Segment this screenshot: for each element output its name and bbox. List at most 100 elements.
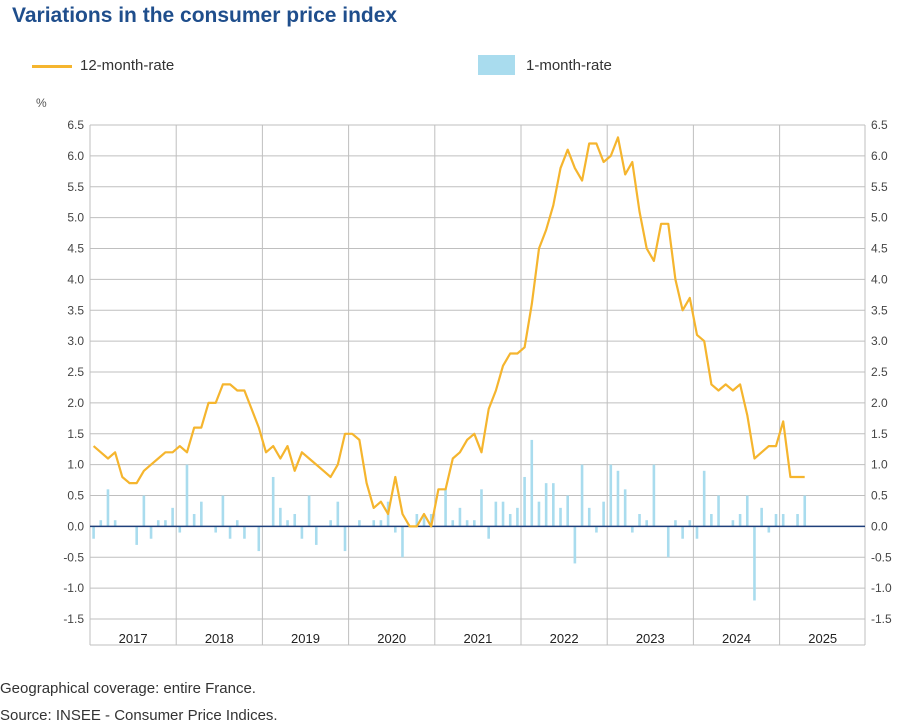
one-month-rate-bar (358, 520, 361, 527)
one-month-rate-bar (767, 526, 771, 533)
one-month-rate-bar (185, 464, 189, 527)
one-month-rate-bar (616, 470, 620, 527)
one-month-rate-bar (307, 495, 311, 527)
y-tick-label-left: 0.0 (67, 519, 84, 533)
y-tick-label-left: 6.0 (67, 149, 84, 163)
one-month-rate-bar (537, 501, 541, 527)
x-year-label: 2025 (808, 631, 837, 646)
one-month-rate-bar (113, 520, 117, 527)
one-month-rate-bar (702, 470, 706, 527)
one-month-rate-bar (638, 514, 641, 527)
one-month-rate-bar (494, 501, 498, 527)
y-tick-label-right: 2.5 (871, 365, 888, 379)
one-month-rate-bar (279, 507, 282, 527)
one-month-rate-bar (228, 526, 232, 539)
one-month-rate-bar (695, 526, 699, 539)
y-tick-label-left: 2.0 (67, 396, 84, 410)
x-year-label: 2024 (722, 631, 751, 646)
one-month-rate-bar (681, 526, 684, 539)
one-month-rate-bar (178, 526, 182, 533)
x-year-label: 2022 (550, 631, 579, 646)
one-month-rate-bar (774, 514, 778, 527)
legend-bar-swatch (478, 55, 515, 75)
one-month-rate-bar (300, 526, 304, 539)
one-month-rate-bar (745, 495, 749, 527)
y-tick-label-right: 3.0 (871, 334, 888, 348)
y-tick-label-right: 6.5 (871, 118, 888, 132)
one-month-rate-bar (451, 520, 455, 527)
y-tick-label-left: -1.5 (63, 612, 84, 626)
one-month-rate-bar (688, 520, 692, 527)
y-tick-label-right: 2.0 (871, 396, 888, 410)
y-tick-label-left: 3.5 (67, 303, 84, 317)
y-tick-label-left: 2.5 (67, 365, 84, 379)
y-tick-label-right: 5.5 (871, 180, 888, 194)
one-month-rate-bar (401, 526, 404, 558)
one-month-rate-bar (573, 526, 577, 564)
y-tick-label-left: 4.0 (67, 272, 84, 286)
one-month-rate-bar (314, 526, 318, 545)
y-tick-label-right: 1.5 (871, 427, 888, 441)
one-month-rate-bar (717, 495, 720, 527)
one-month-rate-bar (753, 526, 756, 601)
legend-line-swatch (32, 65, 72, 68)
x-year-label: 2023 (636, 631, 665, 646)
one-month-rate-bar (623, 489, 627, 527)
one-month-rate-bar (516, 507, 519, 527)
y-tick-label-right: 5.0 (871, 211, 888, 225)
one-month-rate-bar (544, 483, 548, 527)
source-note: Source: INSEE - Consumer Price Indices. (0, 707, 278, 724)
one-month-rate-bar (372, 520, 376, 527)
y-tick-label-right: 1.0 (871, 458, 888, 472)
one-month-rate-bar (631, 526, 634, 533)
one-month-rate-bar (796, 514, 799, 527)
one-month-rate-bar (666, 526, 670, 558)
y-tick-label-left: 4.5 (67, 242, 84, 256)
y-tick-label-left: 6.5 (67, 118, 84, 132)
one-month-rate-bar (393, 526, 397, 533)
one-month-rate-bar (487, 526, 490, 539)
y-tick-label-left: 5.5 (67, 180, 84, 194)
one-month-rate-bar (559, 507, 562, 527)
one-month-rate-bar (379, 520, 383, 527)
y-tick-label-left: -0.5 (63, 550, 84, 564)
one-month-rate-bar (480, 489, 483, 527)
one-month-rate-bar (415, 514, 419, 527)
one-month-rate-bar (473, 520, 476, 527)
coverage-note: Geographical coverage: entire France. (0, 680, 256, 697)
one-month-rate-bar (200, 501, 203, 527)
y-tick-label-right: -1.5 (871, 612, 892, 626)
one-month-rate-bar (235, 520, 239, 527)
one-month-rate-bar (674, 520, 677, 527)
one-month-rate-bar (336, 501, 340, 527)
one-month-rate-bar (329, 520, 332, 527)
legend-line-label: 12-month-rate (80, 57, 175, 74)
one-month-rate-bar (293, 514, 297, 527)
y-tick-label-right: 6.0 (871, 149, 888, 163)
one-month-rate-bar (523, 476, 526, 527)
y-tick-label-right: 0.0 (871, 519, 888, 533)
one-month-rate-bar (781, 514, 785, 527)
one-month-rate-bar (458, 507, 462, 527)
one-month-rate-bar (552, 483, 555, 527)
y-axis-unit: % (36, 96, 47, 110)
one-month-rate-bar (257, 526, 261, 552)
one-month-rate-bar (645, 520, 649, 527)
one-month-rate-bar (580, 464, 584, 527)
y-tick-label-right: 0.5 (871, 489, 888, 503)
one-month-rate-bar (271, 476, 275, 527)
one-month-rate-bar (221, 495, 225, 527)
one-month-rate-bar (530, 439, 534, 527)
one-month-rate-bar (214, 526, 218, 533)
y-tick-label-right: -1.0 (871, 581, 892, 595)
one-month-rate-bar (760, 507, 763, 527)
y-tick-label-left: 1.5 (67, 427, 84, 441)
x-year-label: 2019 (291, 631, 320, 646)
one-month-rate-bar (465, 520, 469, 527)
one-month-rate-bar (243, 526, 246, 539)
one-month-rate-bar (429, 514, 433, 527)
one-month-rate-bar (99, 520, 103, 527)
x-year-label: 2017 (119, 631, 148, 646)
x-year-label: 2020 (377, 631, 406, 646)
twelve-month-rate-line (92, 136, 805, 528)
